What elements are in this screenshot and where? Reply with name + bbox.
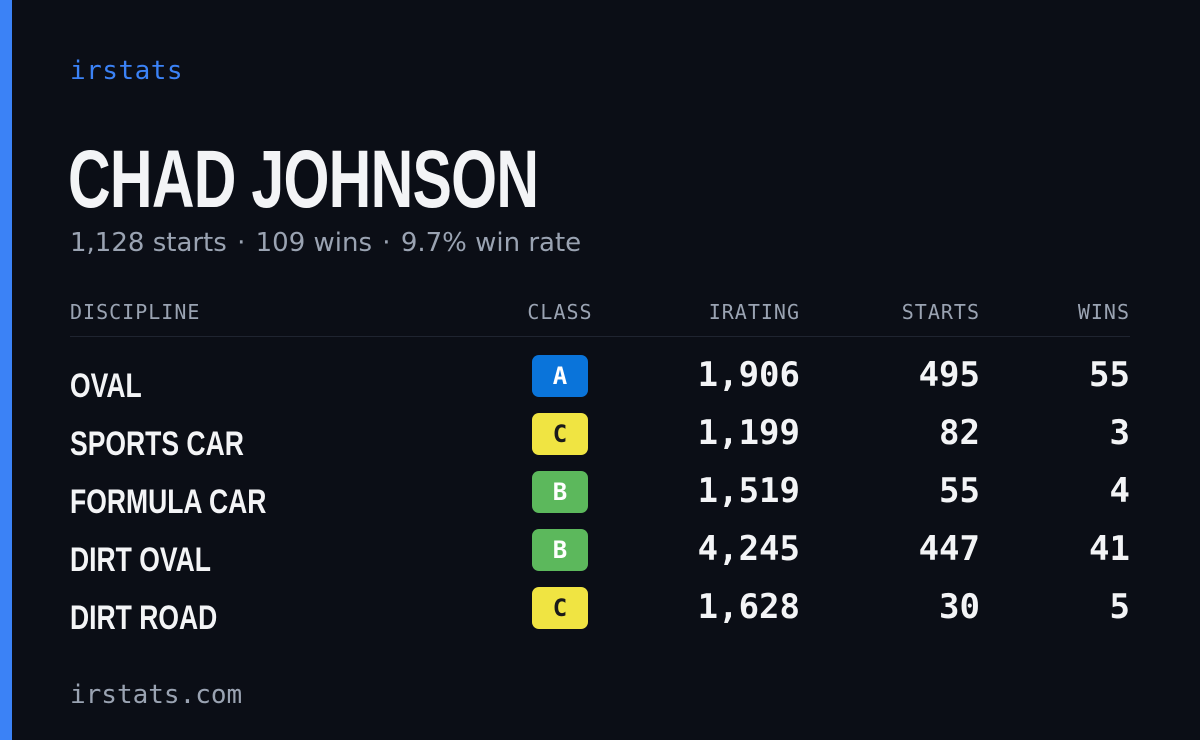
wins-value: 3: [1109, 413, 1130, 453]
player-name: CHAD JOHNSON: [68, 134, 539, 225]
win-rate-summary: 9.7% win rate: [400, 228, 582, 258]
irating-value: 1,628: [697, 587, 800, 627]
starts-value: 82: [939, 413, 980, 453]
wins-value: 55: [1089, 355, 1130, 395]
table-row: DIRT OVAL B 4,245 447 41: [70, 527, 1130, 585]
header-starts: STARTS: [901, 300, 980, 324]
brand-logo: irstats: [70, 56, 184, 86]
class-badge: B: [532, 471, 588, 513]
wins-value: 4: [1109, 471, 1130, 511]
table-row: SPORTS CAR C 1,199 82 3: [70, 411, 1130, 469]
discipline-name: FORMULA CAR: [70, 483, 267, 521]
table-row: OVAL A 1,906 495 55: [70, 353, 1130, 411]
irating-value: 4,245: [697, 529, 800, 569]
separator: ·: [237, 228, 246, 258]
discipline-name: DIRT OVAL: [70, 541, 211, 579]
separator: ·: [382, 228, 391, 258]
class-badge: C: [532, 413, 588, 455]
wins-value: 5: [1109, 587, 1130, 627]
table-body: OVAL A 1,906 495 55 SPORTS CAR C 1,199 8…: [70, 337, 1130, 643]
starts-summary: 1,128 starts: [70, 228, 227, 258]
table-row: DIRT ROAD C 1,628 30 5: [70, 585, 1130, 643]
footer-url: irstats.com: [70, 680, 243, 710]
player-summary: 1,128 starts · 109 wins · 9.7% win rate: [70, 228, 581, 258]
header-irating: IRATING: [708, 300, 800, 324]
class-badge: B: [532, 529, 588, 571]
irating-value: 1,906: [697, 355, 800, 395]
class-badge: C: [532, 587, 588, 629]
irating-value: 1,519: [697, 471, 800, 511]
starts-value: 30: [939, 587, 980, 627]
starts-value: 447: [918, 529, 980, 569]
header-wins: WINS: [1077, 300, 1130, 324]
discipline-name: OVAL: [70, 367, 142, 405]
starts-value: 55: [939, 471, 980, 511]
class-badge: A: [532, 355, 588, 397]
wins-summary: 109 wins: [255, 228, 373, 258]
accent-bar: [0, 0, 12, 740]
wins-value: 41: [1089, 529, 1130, 569]
header-class: CLASS: [527, 300, 593, 324]
table-row: FORMULA CAR B 1,519 55 4: [70, 469, 1130, 527]
table-header: DISCIPLINE CLASS IRATING STARTS WINS: [70, 296, 1130, 337]
header-discipline: DISCIPLINE: [70, 300, 201, 324]
discipline-name: DIRT ROAD: [70, 599, 218, 637]
irating-value: 1,199: [697, 413, 800, 453]
discipline-table: DISCIPLINE CLASS IRATING STARTS WINS OVA…: [70, 296, 1130, 643]
starts-value: 495: [918, 355, 980, 395]
discipline-name: SPORTS CAR: [70, 425, 244, 463]
